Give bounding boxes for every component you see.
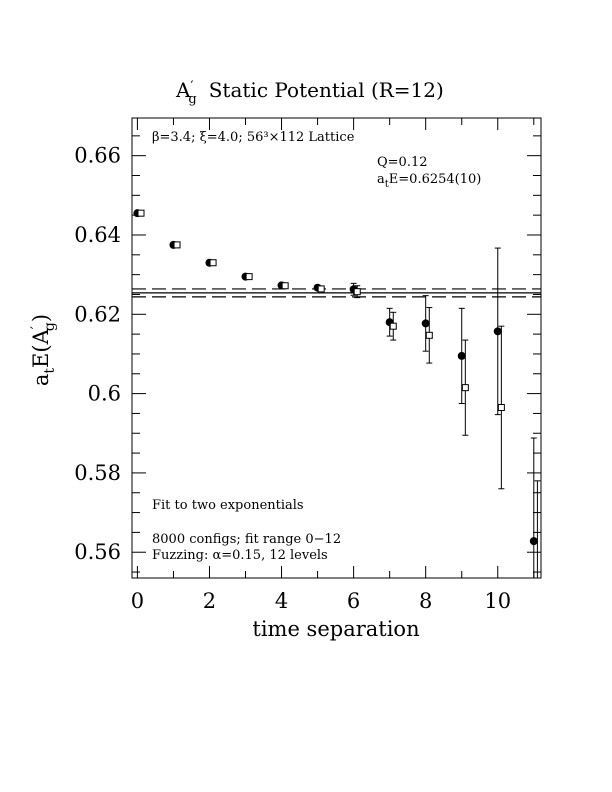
data-point-square bbox=[245, 273, 253, 281]
series-filled-circles bbox=[133, 209, 538, 578]
plot-frame bbox=[131, 117, 542, 579]
ylabel-prefix: a bbox=[29, 374, 53, 387]
y-tick-label: 0.62 bbox=[74, 302, 121, 326]
data-point-circle bbox=[421, 319, 430, 328]
y-tick-label: 0.66 bbox=[74, 144, 121, 168]
data-point-square bbox=[317, 285, 325, 293]
y-tick-label: 0.64 bbox=[74, 223, 121, 247]
title-symbol: A bbox=[175, 78, 191, 102]
x-axis-label: time separation bbox=[252, 617, 419, 641]
ylabel-prefix-sub: t bbox=[42, 368, 58, 374]
x-tick-label: 4 bbox=[275, 589, 288, 613]
ylabel-prime: ′ bbox=[29, 326, 45, 329]
energy-sub: t bbox=[385, 179, 389, 190]
lattice-annotation: β=3.4; ξ=4.0; 56³×112 Lattice bbox=[152, 130, 355, 145]
energy-annotation: atE=0.6254(10) bbox=[377, 172, 481, 190]
fuzzing-annotation: Fuzzing: α=0.15, 12 levels bbox=[152, 548, 328, 563]
energy-prefix: a bbox=[377, 172, 385, 187]
data-point-circle bbox=[457, 351, 466, 360]
data-point-square bbox=[209, 259, 217, 267]
ylabel-main: E(A bbox=[29, 328, 53, 368]
x-tick-label: 10 bbox=[484, 589, 511, 613]
y-axis-label: atE(A′g) bbox=[29, 314, 58, 386]
data-point-square bbox=[461, 384, 469, 392]
data-point-square bbox=[173, 241, 181, 249]
data-point-circle bbox=[493, 327, 502, 336]
data-point-square bbox=[281, 282, 289, 290]
energy-rest: E=0.6254(10) bbox=[389, 172, 482, 187]
q-annotation: Q=0.12 bbox=[377, 155, 428, 170]
fit-annotation: Fit to two exponentials bbox=[152, 498, 304, 513]
data-point-square bbox=[353, 288, 361, 296]
title-subscript: g bbox=[188, 92, 196, 107]
x-tick-label: 6 bbox=[347, 589, 360, 613]
x-tick-label: 2 bbox=[203, 589, 216, 613]
y-tick-label: 0.6 bbox=[88, 382, 121, 406]
x-tick-label: 8 bbox=[419, 589, 432, 613]
series-open-squares bbox=[137, 209, 541, 578]
y-tick-labels: 0.56 0.58 0.6 0.62 0.64 0.66 bbox=[74, 144, 121, 565]
ylabel-close: ) bbox=[29, 314, 53, 322]
y-tick-label: 0.58 bbox=[74, 461, 121, 485]
data-point-square bbox=[425, 331, 433, 339]
x-tick-labels: 0 2 4 6 8 10 bbox=[131, 589, 511, 613]
chart-title: A′ g Static Potential (R=12) bbox=[175, 78, 444, 107]
data-point-square bbox=[137, 209, 145, 217]
x-tick-label: 0 bbox=[131, 589, 144, 613]
data-point-square bbox=[497, 403, 505, 411]
data-point-circle bbox=[529, 537, 538, 546]
ylabel-sub: g bbox=[42, 322, 58, 331]
title-text: Static Potential (R=12) bbox=[209, 78, 444, 102]
fit-band bbox=[132, 288, 541, 298]
title-prime: ′ bbox=[190, 79, 193, 94]
data-point-square bbox=[389, 322, 397, 330]
y-tick-label: 0.56 bbox=[74, 540, 121, 564]
configs-annotation: 8000 configs; fit range 0−12 bbox=[152, 532, 341, 547]
